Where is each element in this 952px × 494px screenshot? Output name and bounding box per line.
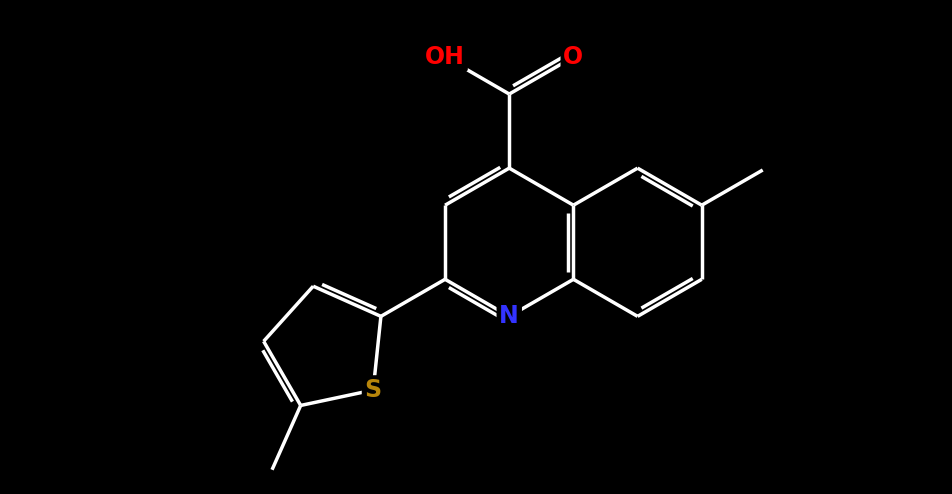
Text: N: N <box>500 304 519 329</box>
Text: O: O <box>564 45 584 69</box>
Text: S: S <box>365 378 382 402</box>
Text: OH: OH <box>426 45 465 69</box>
